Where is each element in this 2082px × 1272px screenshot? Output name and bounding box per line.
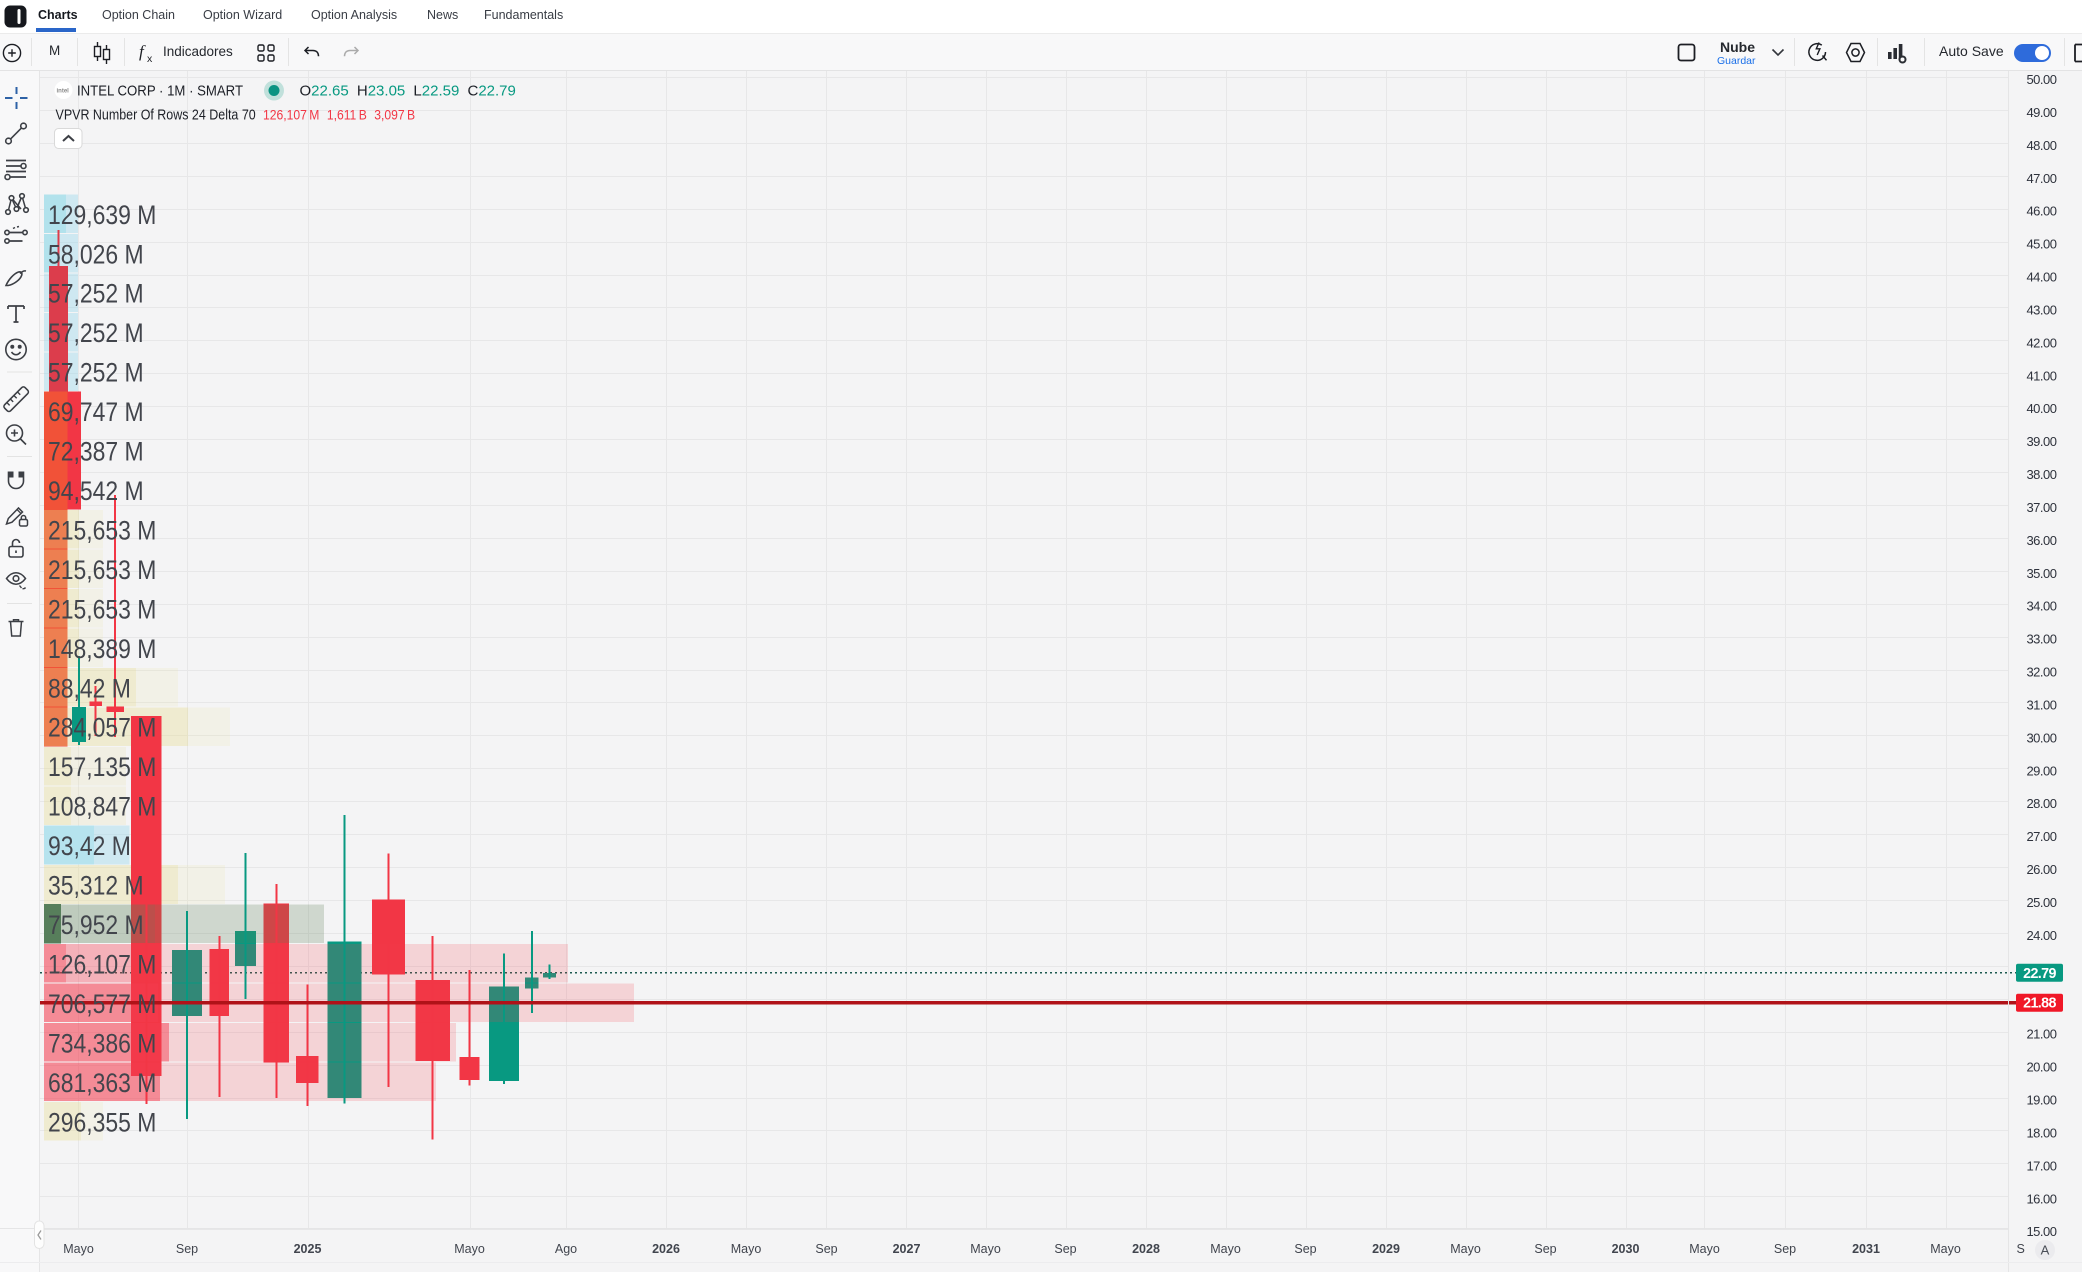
svg-text:Sep: Sep (1294, 1242, 1316, 1256)
svg-text:284,057 M: 284,057 M (48, 713, 156, 743)
svg-text:Sep: Sep (815, 1242, 837, 1256)
svg-text:26.00: 26.00 (2026, 862, 2056, 877)
svg-text:Mayo: Mayo (1930, 1242, 1961, 1256)
svg-text:15.00: 15.00 (2026, 1224, 2056, 1239)
svg-text:39.00: 39.00 (2026, 434, 2056, 449)
svg-text:Sep: Sep (1534, 1242, 1556, 1256)
svg-text:126,107 M 1,611 B 3,097 B: 126,107 M 1,611 B 3,097 B (263, 107, 415, 123)
svg-text:94,542 M: 94,542 M (48, 476, 144, 506)
svg-text:215,653 M: 215,653 M (48, 595, 156, 625)
svg-text:Sep: Sep (176, 1242, 198, 1256)
svg-text:A: A (2041, 1243, 2050, 1258)
svg-text:46.00: 46.00 (2026, 204, 2056, 219)
svg-text:Mayo: Mayo (454, 1242, 485, 1256)
svg-text:Mayo: Mayo (1210, 1242, 1241, 1256)
svg-text:Mayo: Mayo (1689, 1242, 1720, 1256)
svg-text:48.00: 48.00 (2026, 138, 2056, 153)
svg-text:16.00: 16.00 (2026, 1191, 2056, 1206)
svg-text:57,252 M: 57,252 M (48, 318, 144, 348)
svg-text:49.00: 49.00 (2026, 105, 2056, 120)
svg-text:29.00: 29.00 (2026, 763, 2056, 778)
svg-text:27.00: 27.00 (2026, 829, 2056, 844)
svg-text:f: f (139, 42, 146, 61)
svg-text:35,312 M: 35,312 M (48, 871, 144, 901)
svg-text:47.00: 47.00 (2026, 171, 2056, 186)
svg-text:58,026 M: 58,026 M (48, 240, 144, 270)
svg-text:2028: 2028 (1132, 1242, 1160, 1256)
svg-text:O22.65 H23.05 L22.59 C22.79: O22.65 H23.05 L22.59 C22.79 (300, 83, 516, 100)
svg-text:18.00: 18.00 (2026, 1125, 2056, 1140)
svg-text:734,386 M: 734,386 M (48, 1029, 156, 1059)
svg-text:17.00: 17.00 (2026, 1158, 2056, 1173)
svg-text:69,747 M: 69,747 M (48, 397, 144, 427)
svg-text:2025: 2025 (294, 1242, 322, 1256)
svg-text:32.00: 32.00 (2026, 665, 2056, 680)
svg-text:Mayo: Mayo (63, 1242, 94, 1256)
svg-text:108,847 M: 108,847 M (48, 792, 156, 822)
svg-text:41.00: 41.00 (2026, 368, 2056, 383)
svg-text:2027: 2027 (893, 1242, 921, 1256)
svg-text:126,107 M: 126,107 M (48, 950, 156, 980)
svg-text:Sep: Sep (1054, 1242, 1076, 1256)
svg-text:30.00: 30.00 (2026, 730, 2056, 745)
svg-text:34.00: 34.00 (2026, 599, 2056, 614)
svg-text:Mayo: Mayo (731, 1242, 762, 1256)
svg-text:Mayo: Mayo (1450, 1242, 1481, 1256)
svg-text:25.00: 25.00 (2026, 895, 2056, 910)
svg-text:Mayo: Mayo (970, 1242, 1001, 1256)
svg-text:19.00: 19.00 (2026, 1093, 2056, 1108)
svg-text:296,355 M: 296,355 M (48, 1108, 156, 1138)
svg-text:36.00: 36.00 (2026, 533, 2056, 548)
svg-text:57,252 M: 57,252 M (48, 279, 144, 309)
svg-text:21.00: 21.00 (2026, 1027, 2056, 1042)
svg-text:72,387 M: 72,387 M (48, 437, 144, 467)
svg-text:50.00: 50.00 (2026, 72, 2056, 87)
svg-text:88,42 M: 88,42 M (48, 674, 131, 704)
svg-text:2031: 2031 (1852, 1242, 1880, 1256)
svg-text:2030: 2030 (1612, 1242, 1640, 1256)
svg-text:31.00: 31.00 (2026, 698, 2056, 713)
svg-text:40.00: 40.00 (2026, 401, 2056, 416)
svg-text:75,952 M: 75,952 M (48, 910, 144, 940)
svg-text:157,135 M: 157,135 M (48, 752, 156, 782)
svg-text:215,653 M: 215,653 M (48, 516, 156, 546)
svg-text:35.00: 35.00 (2026, 566, 2056, 581)
svg-text:43.00: 43.00 (2026, 302, 2056, 317)
svg-text:681,363 M: 681,363 M (48, 1068, 156, 1098)
svg-text:24.00: 24.00 (2026, 928, 2056, 943)
svg-text:45.00: 45.00 (2026, 237, 2056, 252)
svg-text:INTEL CORP · 1M · SMART: INTEL CORP · 1M · SMART (77, 82, 243, 99)
svg-text:38.00: 38.00 (2026, 467, 2056, 482)
svg-text:VPVR Number Of Rows 24 Delta 7: VPVR Number Of Rows 24 Delta 70 (56, 107, 256, 123)
svg-text:57,252 M: 57,252 M (48, 358, 144, 388)
svg-text:2026: 2026 (652, 1242, 680, 1256)
svg-text:42.00: 42.00 (2026, 335, 2056, 350)
svg-text:148,389 M: 148,389 M (48, 634, 156, 664)
svg-text:20.00: 20.00 (2026, 1060, 2056, 1075)
svg-text:2029: 2029 (1372, 1242, 1400, 1256)
svg-text:S: S (2017, 1242, 2025, 1256)
svg-text:Sep: Sep (1774, 1242, 1796, 1256)
svg-text:Ago: Ago (555, 1242, 577, 1256)
svg-text:37.00: 37.00 (2026, 500, 2056, 515)
svg-text:intel: intel (57, 89, 70, 95)
svg-text:129,639 M: 129,639 M (48, 200, 156, 230)
svg-text:215,653 M: 215,653 M (48, 555, 156, 585)
svg-text:33.00: 33.00 (2026, 632, 2056, 647)
svg-text:93,42 M: 93,42 M (48, 831, 131, 861)
svg-text:44.00: 44.00 (2026, 270, 2056, 285)
svg-text:x: x (147, 53, 153, 65)
svg-text:28.00: 28.00 (2026, 796, 2056, 811)
svg-text:22.79: 22.79 (2023, 966, 2056, 982)
svg-text:21.88: 21.88 (2023, 996, 2056, 1012)
svg-text:706,577 M: 706,577 M (48, 989, 156, 1019)
